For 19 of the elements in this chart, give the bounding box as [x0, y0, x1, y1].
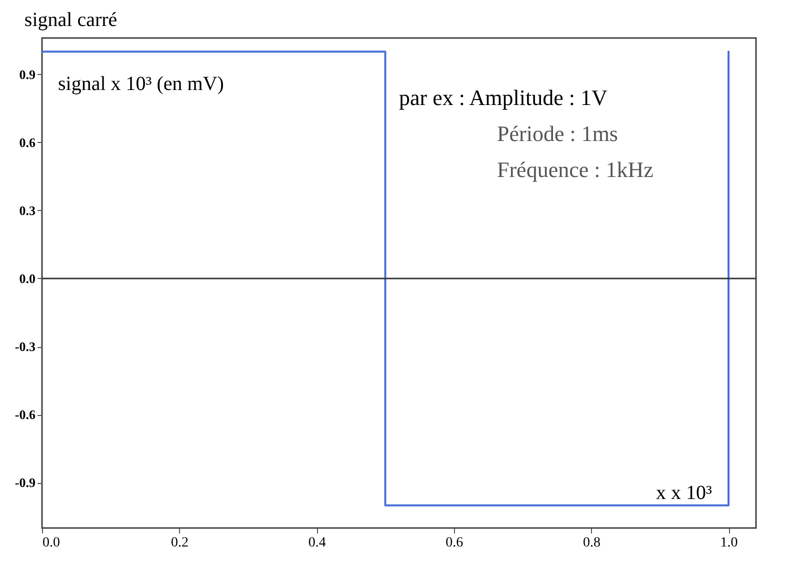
- x-tick-label: 1.0: [720, 536, 738, 550]
- y-tick-label: 0.3: [19, 202, 36, 218]
- annotation: Période : 1ms: [497, 121, 618, 146]
- y-tick-label: -0.9: [14, 475, 36, 490]
- y-tick-label: 0.9: [19, 66, 36, 82]
- y-tick-label: -0.6: [14, 407, 36, 422]
- x-tick-label: 0.8: [582, 536, 600, 550]
- chart-title: signal carré: [24, 9, 118, 31]
- y-axis-title: signal x 10³ (en mV): [58, 73, 224, 95]
- annotation: par ex : Amplitude : 1V: [399, 85, 608, 110]
- y-tick-label: 0.6: [19, 134, 36, 150]
- x-tick-label: 0.0: [42, 536, 60, 550]
- x-tick-label: 0.4: [308, 536, 326, 550]
- x-tick-label: 0.2: [171, 536, 189, 550]
- y-tick-label: 0.0: [19, 270, 36, 286]
- y-tick-label: -0.3: [14, 339, 36, 354]
- annotation: Fréquence : 1kHz: [497, 157, 654, 182]
- x-tick-label: 0.6: [446, 536, 464, 550]
- x-axis-title: x x 10³: [656, 482, 712, 504]
